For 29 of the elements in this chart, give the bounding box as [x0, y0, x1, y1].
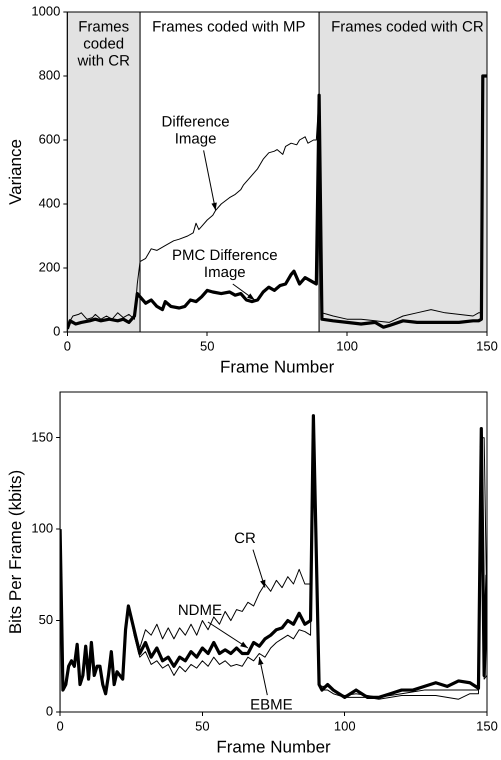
- x-tick-label: 150: [476, 718, 498, 734]
- x-tick-label: 50: [195, 718, 210, 734]
- x-tick-label: 150: [476, 338, 498, 354]
- x-tick-label: 50: [200, 338, 214, 354]
- y-tick-label: 1000: [31, 4, 60, 19]
- y-tick-label: 800: [38, 68, 60, 83]
- band-label: Frames coded with CR: [331, 18, 484, 36]
- y-tick-label: 0: [46, 704, 54, 719]
- band-label: Frames coded with CR: [76, 18, 130, 70]
- y-tick-label: 400: [38, 196, 60, 211]
- annotation: Difference Image: [162, 114, 230, 148]
- x-axis-title: Frame Number: [220, 357, 335, 376]
- y-tick-label: 0: [53, 324, 60, 339]
- y-tick-label: 200: [38, 260, 60, 275]
- y-tick-label: 100: [31, 520, 54, 536]
- x-tick-label: 100: [334, 718, 356, 734]
- y-tick-label: 150: [31, 429, 54, 444]
- x-tick-label: 0: [64, 338, 71, 354]
- band-label: Frames coded with MP: [152, 18, 306, 36]
- annotation: NDME: [178, 602, 222, 620]
- y-axis-title: Variance: [6, 139, 25, 205]
- y-tick-label: 50: [38, 612, 54, 628]
- annotation: PMC Difference Image: [172, 247, 278, 282]
- x-axis-title: Frame Number: [216, 737, 332, 756]
- annotation: CR: [234, 530, 256, 547]
- y-tick-label: 600: [38, 132, 60, 147]
- x-tick-label: 100: [336, 338, 358, 354]
- annotation: EBME: [250, 696, 293, 714]
- y-axis-title: Bits Per Frame (kbits): [6, 470, 25, 634]
